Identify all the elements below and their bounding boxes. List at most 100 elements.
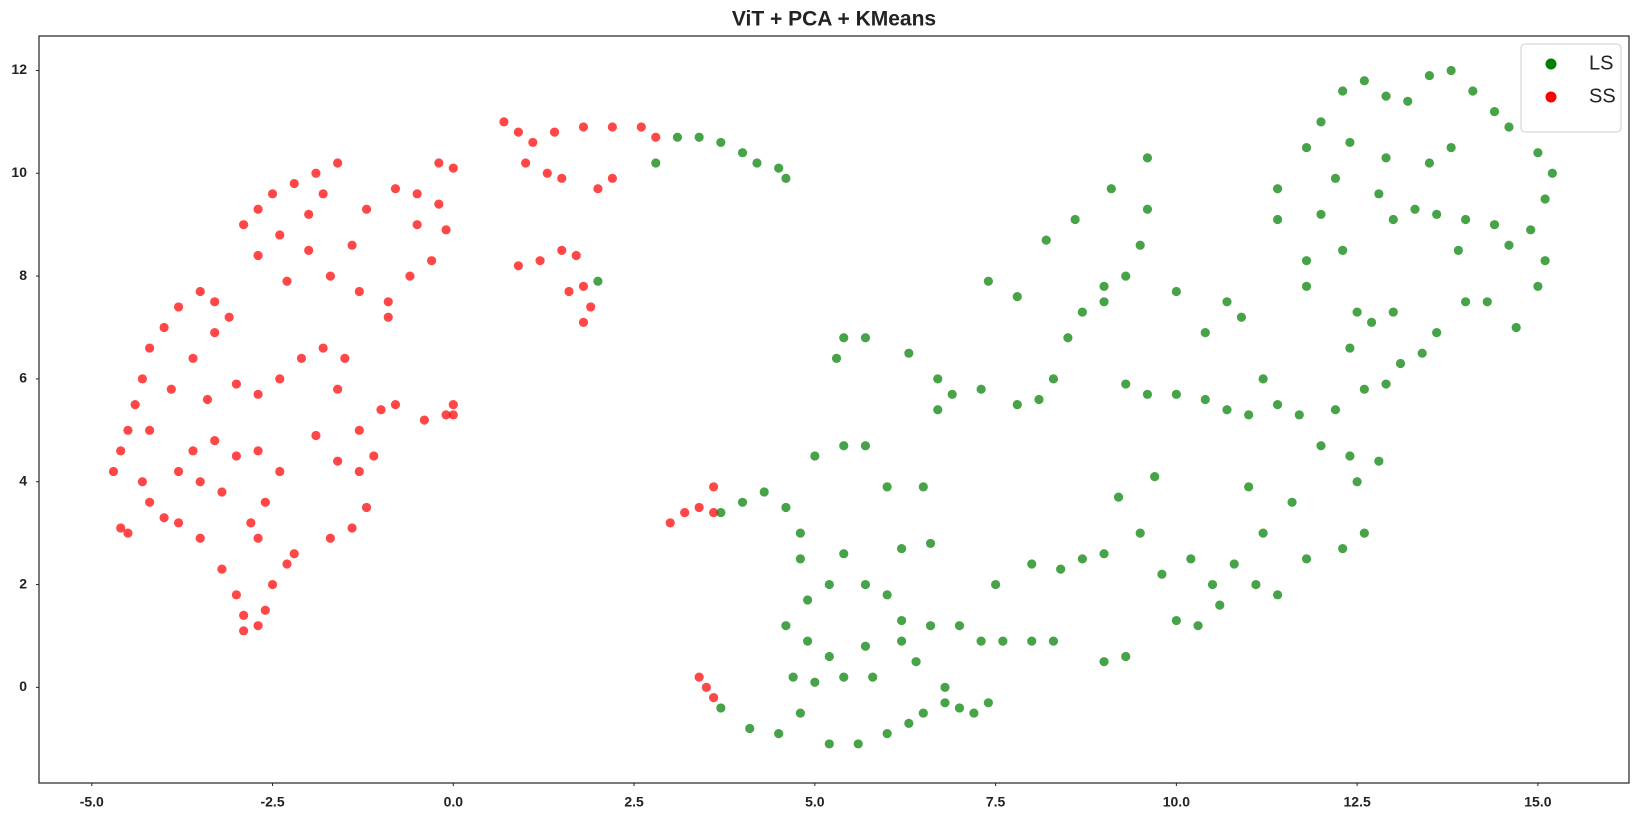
point (1027, 636, 1037, 646)
point (1272, 214, 1283, 225)
point (195, 533, 205, 543)
point (1352, 307, 1362, 317)
legend-label: LS (1589, 52, 1613, 74)
point (1489, 220, 1500, 230)
point (145, 343, 155, 353)
point (1193, 621, 1203, 631)
point (159, 513, 169, 523)
point (304, 245, 314, 255)
point (260, 497, 270, 507)
point (361, 502, 372, 513)
point (1482, 297, 1492, 307)
point (781, 502, 791, 513)
point (376, 405, 386, 415)
point (1222, 297, 1232, 307)
point (1150, 471, 1160, 482)
point (188, 446, 198, 456)
legend-label: SS (1589, 85, 1616, 107)
point (1388, 307, 1398, 317)
point (137, 374, 147, 384)
point (253, 446, 263, 456)
point (412, 189, 422, 199)
point (853, 739, 863, 749)
point (709, 507, 719, 518)
point (528, 137, 538, 148)
point (116, 446, 126, 456)
point (1533, 281, 1543, 291)
point (716, 137, 726, 148)
point (1316, 441, 1326, 451)
point (665, 518, 675, 528)
point (795, 528, 805, 538)
point (557, 173, 567, 184)
point (1352, 477, 1362, 487)
point (1526, 225, 1536, 235)
point (1012, 292, 1022, 302)
point (333, 158, 343, 168)
point (1222, 405, 1232, 415)
point (1041, 235, 1051, 245)
point (1200, 394, 1210, 405)
point (578, 317, 589, 327)
point (267, 579, 278, 590)
point (578, 281, 589, 291)
point (267, 189, 278, 199)
point (1244, 482, 1254, 492)
point (1099, 297, 1109, 307)
point (311, 430, 321, 441)
point (1374, 456, 1384, 466)
point (672, 132, 683, 142)
point (1504, 122, 1514, 132)
point (1121, 651, 1131, 662)
point (441, 410, 451, 420)
chart-title: ViT + PCA + KMeans (732, 8, 936, 31)
point (137, 477, 147, 487)
point (904, 348, 914, 358)
point (976, 384, 986, 394)
point (933, 405, 943, 415)
plot-frame (38, 35, 1630, 784)
point (513, 127, 523, 137)
point (173, 466, 184, 477)
point (1244, 410, 1254, 420)
legend-marker (1545, 91, 1557, 103)
point (231, 451, 241, 461)
point (333, 384, 343, 394)
point (636, 122, 646, 132)
point (795, 554, 805, 564)
point (1099, 281, 1109, 291)
point (549, 127, 560, 137)
point (239, 220, 249, 230)
point (1424, 70, 1435, 81)
point (954, 621, 965, 631)
point (1468, 86, 1478, 96)
point (1316, 117, 1326, 127)
point (188, 353, 198, 363)
x-tick-label: 15.0 (1524, 794, 1551, 810)
point (347, 240, 357, 250)
point (1056, 564, 1066, 574)
point (419, 415, 429, 425)
point (253, 204, 263, 214)
point (239, 610, 249, 621)
point (231, 590, 241, 600)
point (737, 497, 748, 507)
point (810, 677, 820, 687)
point (116, 523, 126, 533)
point (1460, 297, 1471, 307)
point (925, 538, 936, 549)
point (607, 122, 617, 132)
point (824, 739, 834, 749)
point (253, 250, 263, 261)
point (434, 158, 444, 168)
point (412, 220, 422, 230)
x-tick-label: 5.0 (805, 794, 825, 810)
point (1460, 214, 1471, 225)
point (839, 672, 849, 682)
point (716, 507, 726, 518)
point (1215, 600, 1225, 610)
point (940, 698, 950, 708)
point (969, 708, 979, 718)
point (383, 297, 393, 307)
point (716, 703, 726, 713)
